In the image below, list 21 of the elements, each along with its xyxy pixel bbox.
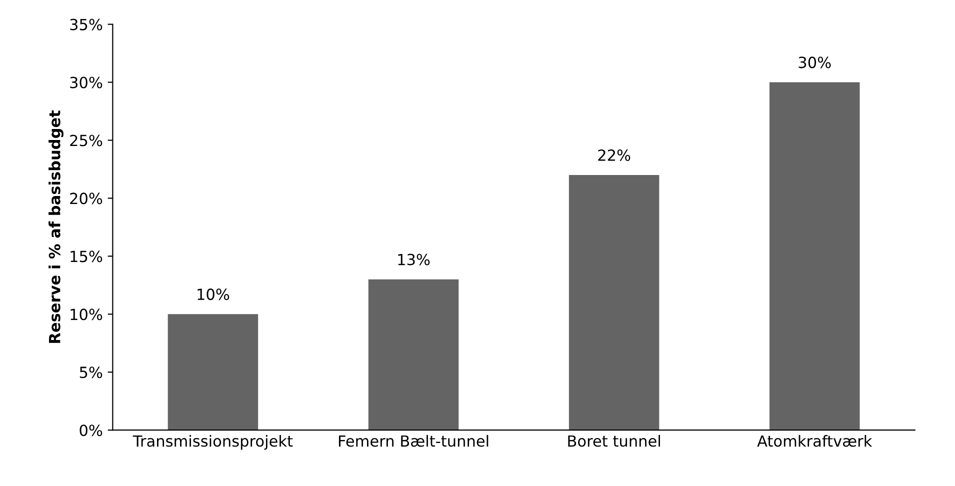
- x-tick-label: Atomkraftværk: [757, 434, 872, 447]
- y-tick-label: 15%: [70, 250, 102, 262]
- bar: [168, 314, 258, 430]
- data-label: 22%: [598, 149, 630, 161]
- x-tick-label: Transmissionsprojekt: [132, 434, 293, 450]
- y-tick-label: 30%: [70, 76, 102, 88]
- y-tick-label: 5%: [80, 366, 102, 378]
- data-label: 30%: [798, 56, 831, 68]
- data-label: 10%: [198, 288, 230, 300]
- y-tick-label: 35%: [70, 18, 102, 30]
- bar: [769, 82, 860, 430]
- y-tick-label: 0%: [80, 424, 102, 436]
- x-tick-label: Boret tunnel: [568, 434, 660, 447]
- y-axis-title: Reserve i % af basisbudget: [48, 110, 64, 343]
- y-tick-label: 25%: [70, 134, 102, 146]
- bar: [368, 279, 459, 430]
- y-tick-label: 20%: [70, 192, 102, 204]
- x-tick-label: Femern Bælt-tunnel: [338, 434, 488, 447]
- data-label: 13%: [398, 254, 430, 266]
- y-tick-label: 10%: [70, 308, 102, 320]
- bar: [568, 175, 660, 430]
